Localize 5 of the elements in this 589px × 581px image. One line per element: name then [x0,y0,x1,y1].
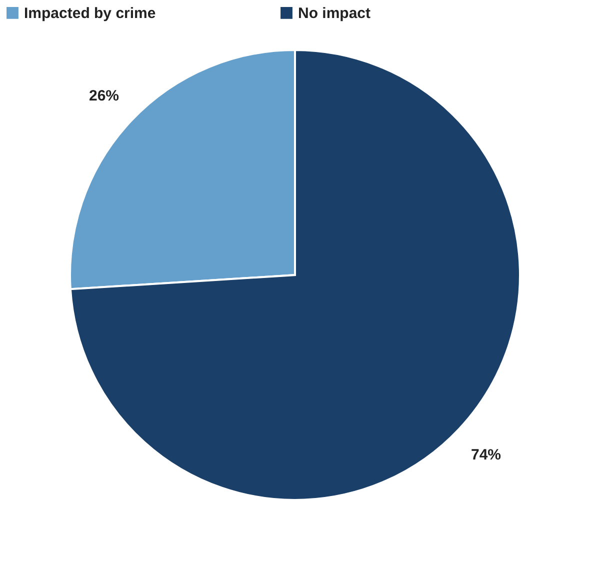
pie-slice [69,49,521,501]
legend-label: Impacted by crime [24,4,156,22]
data-label: 26% [88,88,120,105]
legend-label: No impact [298,4,371,22]
data-label: 74% [470,446,502,464]
